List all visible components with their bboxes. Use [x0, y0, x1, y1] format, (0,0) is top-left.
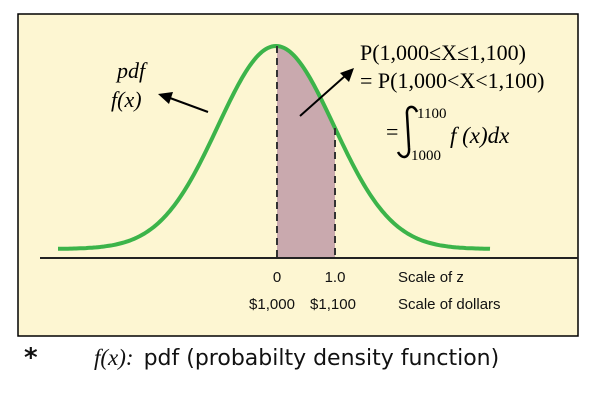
pdf-curve — [58, 43, 491, 251]
dollar-tick-1100: $1,100 — [310, 296, 356, 313]
probability-statement-strict: = P(1,000<X<1,100) — [360, 68, 545, 93]
footnote-text: pdf (probabilty density function) — [143, 345, 500, 371]
pdf-fx-label: f(x) — [111, 87, 142, 112]
integral-equals-sign: = — [386, 119, 398, 144]
pdf-label: pdf — [115, 58, 148, 83]
dollar-scale-label: Scale of dollars — [398, 296, 501, 313]
z-tick-0: 0 — [273, 269, 281, 286]
probability-statement: P(1,000≤X≤1,100) — [360, 40, 526, 65]
footnote: * f(x): pdf (probabilty density function… — [24, 338, 584, 378]
footnote-term: f(x): — [94, 345, 134, 370]
probability-arrow — [299, 68, 354, 117]
footnote-marker: * — [24, 343, 38, 373]
dollar-tick-1000: $1,000 — [249, 296, 295, 313]
pdf-arrow — [158, 92, 209, 113]
integral-upper-limit: 1100 — [417, 106, 446, 122]
integral-sign — [396, 105, 419, 159]
integrand: f (x)dx — [450, 123, 510, 148]
z-scale-label: Scale of z — [398, 269, 464, 286]
z-tick-1: 1.0 — [325, 269, 346, 286]
integral-lower-limit: 1000 — [411, 148, 441, 164]
